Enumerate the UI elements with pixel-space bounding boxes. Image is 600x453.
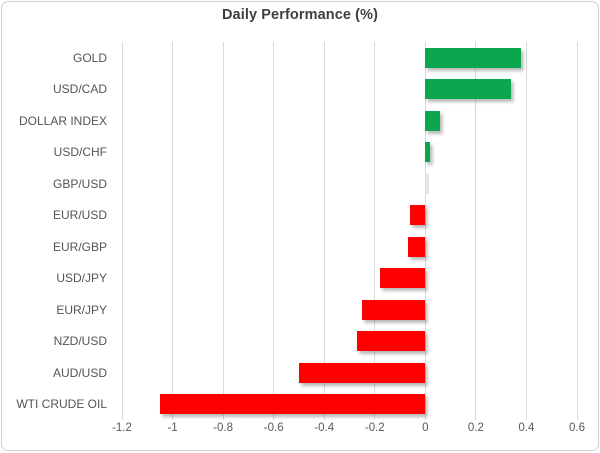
gridline (323, 42, 325, 420)
x-tick-label: 0.4 (518, 422, 535, 434)
category-axis: GOLD USD/CAD DOLLAR INDEX USD/CHF GBP/USD EUR… (0, 42, 107, 420)
gridline (576, 42, 578, 420)
gridline (222, 42, 224, 420)
bar-usd-jpy (379, 268, 426, 289)
gridline (172, 42, 174, 420)
gridline (525, 42, 527, 420)
bar-eur-jpy (362, 299, 426, 320)
bar-eur-gbp (407, 236, 426, 257)
category-label: EUR/USD (52, 208, 107, 223)
bar-usd-cad (425, 79, 512, 100)
x-tick-label: -0.8 (213, 422, 234, 434)
bar-aud-usd (298, 362, 426, 383)
chart-title: Daily Performance (%) (221, 7, 378, 23)
bar-gold (425, 47, 522, 68)
category-label: GBP/USD (52, 176, 107, 191)
x-tick-label: 0 (422, 422, 429, 434)
bar-wti-crude-oil (159, 394, 426, 415)
gridline (121, 42, 123, 420)
x-tick-label: -0.4 (314, 422, 335, 434)
gridline (475, 42, 477, 420)
category-label: USD/CAD (52, 82, 107, 97)
category-label: WTI CRUDE OIL (16, 397, 107, 412)
bar-dollar-index (425, 110, 441, 131)
bar-gbp-usd (426, 173, 430, 194)
category-label: EUR/GBP (52, 239, 107, 254)
x-tick-label: -0.6 (263, 422, 284, 434)
category-label: EUR/JPY (56, 302, 107, 317)
x-tick-label: -1.2 (112, 422, 132, 434)
bar-usd-chf (425, 142, 431, 163)
category-label: USD/JPY (56, 271, 107, 286)
x-tick-label: -0.2 (364, 422, 385, 434)
gridline (273, 42, 275, 420)
category-label: NZD/USD (53, 334, 107, 349)
x-tick-label: 0.6 (569, 422, 585, 434)
value-axis: -1.2 -1 -0.8 -0.6 -0.4 -0.2 0 0.2 0.4 0.6 (112, 422, 585, 438)
x-tick-label: -1 (167, 422, 178, 434)
plot-area (121, 42, 578, 420)
category-label: GOLD (72, 50, 107, 65)
gridline (374, 42, 376, 420)
x-tick-label: 0.2 (467, 422, 484, 434)
bar-nzd-usd (357, 331, 426, 352)
bar-eur-usd (410, 205, 426, 226)
category-label: USD/CHF (53, 145, 107, 160)
category-label: AUD/USD (52, 365, 107, 380)
gridline (424, 42, 426, 420)
category-label: DOLLAR INDEX (18, 113, 107, 128)
